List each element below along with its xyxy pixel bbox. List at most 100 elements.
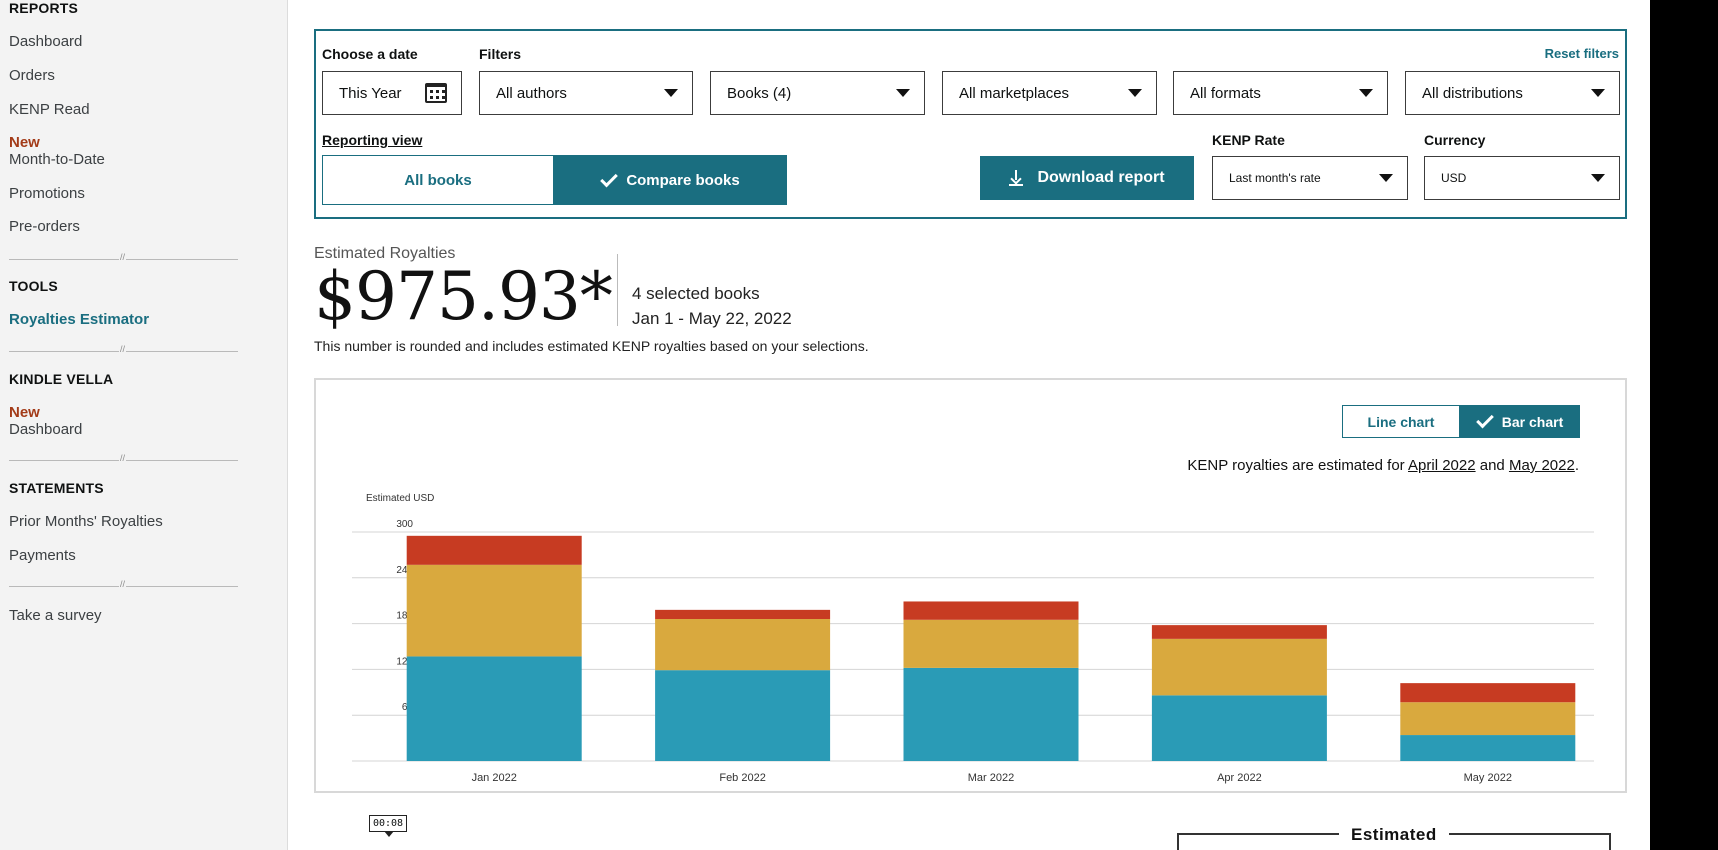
tools-heading: TOOLS: [9, 278, 58, 294]
x-tick-label: Apr 2022: [1217, 772, 1262, 784]
sidebar-item-kenp-read[interactable]: KENP Read: [9, 101, 90, 118]
bar-segment: [655, 619, 831, 671]
bar-segment: [655, 670, 831, 761]
chart-type-toggle: Line chart Bar chart: [1342, 405, 1580, 438]
x-tick-label: May 2022: [1464, 772, 1512, 784]
currency-dropdown[interactable]: USD: [1424, 156, 1620, 200]
caret-down-icon: [1591, 174, 1605, 182]
x-tick-label: Mar 2022: [968, 772, 1014, 784]
rounded-note: This number is rounded and includes esti…: [314, 338, 869, 354]
chart-panel: Estimated USD060120180240300Jan 2022Feb …: [314, 378, 1627, 793]
y-tick-label: 120: [396, 656, 413, 667]
statements-heading: STATEMENTS: [9, 480, 104, 496]
bar-segment: [1400, 683, 1576, 703]
all-books-label: All books: [404, 171, 472, 189]
currency-value: USD: [1441, 171, 1467, 185]
line-chart-label: Line chart: [1367, 413, 1435, 430]
bar-segment: [903, 667, 1079, 761]
sidebar-item-prior-months-royalties[interactable]: Prior Months' Royalties: [9, 513, 163, 530]
marketplaces-dropdown[interactable]: All marketplaces: [942, 71, 1157, 115]
sidebar-item-take-survey[interactable]: Take a survey: [9, 607, 102, 624]
kenp-rate-label: KENP Rate: [1212, 132, 1285, 148]
bar-segment: [1400, 702, 1576, 736]
new-badge: New: [9, 134, 40, 151]
download-label: Download report: [1037, 169, 1165, 186]
y-tick-label: 300: [396, 519, 413, 530]
calendar-icon: [425, 83, 447, 103]
books-dropdown[interactable]: Books (4): [710, 71, 925, 115]
sidebar-item-orders[interactable]: Orders: [9, 67, 55, 84]
line-chart-button[interactable]: Line chart: [1342, 405, 1460, 438]
sidebar-item-month-to-date[interactable]: Month-to-Date: [9, 151, 105, 168]
y-tick-label: 180: [396, 611, 413, 622]
bar-segment: [1151, 625, 1327, 639]
caret-down-icon: [664, 89, 678, 97]
formats-value: All formats: [1190, 84, 1261, 102]
estimated-royalties-label: Estimated Royalties: [314, 245, 456, 262]
check-icon: [600, 169, 619, 187]
sidebar-divider: //: [9, 252, 238, 262]
divider-glyph: //: [119, 344, 127, 354]
date-value: This Year: [339, 84, 402, 102]
download-report-button[interactable]: Download report: [980, 156, 1194, 200]
sidebar-divider: //: [9, 344, 238, 354]
compare-books-label: Compare books: [626, 171, 740, 189]
screen-edge-bar: [1650, 0, 1718, 850]
sidebar-item-promotions[interactable]: Promotions: [9, 185, 85, 202]
sidebar-divider: //: [9, 453, 238, 463]
vertical-divider: [617, 254, 618, 326]
distributions-dropdown[interactable]: All distributions: [1405, 71, 1620, 115]
reset-filters-link[interactable]: Reset filters: [1544, 46, 1619, 61]
bar-segment: [406, 656, 582, 761]
caret-down-icon: [1128, 89, 1142, 97]
new-badge: New: [9, 404, 40, 421]
april-2022-link[interactable]: April 2022: [1408, 457, 1476, 474]
marketplaces-value: All marketplaces: [959, 84, 1070, 102]
caret-down-icon: [896, 89, 910, 97]
authors-dropdown[interactable]: All authors: [479, 71, 693, 115]
kenp-note-suffix: .: [1574, 457, 1579, 474]
bar-chart: Estimated USD060120180240300Jan 2022Feb …: [352, 493, 1594, 784]
divider-glyph: //: [119, 252, 127, 262]
date-range: Jan 1 - May 22, 2022: [632, 309, 792, 328]
bar-segment: [903, 619, 1079, 668]
bar-segment: [406, 535, 582, 565]
kenp-note-prefix: KENP royalties are estimated for: [1187, 457, 1409, 474]
caret-down-icon: [1379, 174, 1393, 182]
download-icon: [1009, 170, 1024, 186]
caret-down-icon: [1591, 89, 1605, 97]
sidebar-divider: //: [9, 579, 238, 589]
date-picker[interactable]: This Year: [322, 71, 462, 115]
sidebar-item-dashboard[interactable]: Dashboard: [9, 33, 83, 50]
sidebar-item-pre-orders[interactable]: Pre-orders: [9, 218, 80, 235]
y-axis-label: Estimated USD: [366, 493, 434, 504]
estimated-box-title: Estimated: [1339, 825, 1449, 845]
caret-down-icon: [1359, 89, 1373, 97]
bar-segment: [1151, 638, 1327, 696]
bar-chart-label: Bar chart: [1501, 413, 1564, 430]
choose-date-label: Choose a date: [322, 46, 418, 62]
sidebar-item-vella-dashboard[interactable]: Dashboard: [9, 421, 83, 438]
x-tick-label: Feb 2022: [719, 772, 765, 784]
may-2022-link[interactable]: May 2022: [1508, 457, 1575, 474]
kindle-vella-heading: KINDLE VELLA: [9, 371, 114, 387]
compare-books-toggle[interactable]: Compare books: [554, 155, 787, 205]
currency-label: Currency: [1424, 132, 1486, 148]
estimated-royalties-amount: $975.93*: [314, 258, 613, 335]
kenp-rate-dropdown[interactable]: Last month's rate: [1212, 156, 1408, 200]
kenp-note-and: and: [1475, 457, 1509, 474]
x-tick-label: Jan 2022: [472, 772, 517, 784]
divider-glyph: //: [119, 579, 127, 589]
formats-dropdown[interactable]: All formats: [1173, 71, 1388, 115]
bar-segment: [655, 609, 831, 620]
distributions-value: All distributions: [1422, 84, 1523, 102]
filters-label: Filters: [479, 46, 522, 62]
sidebar-item-payments[interactable]: Payments: [9, 547, 76, 564]
bar-chart-button[interactable]: Bar chart: [1460, 405, 1580, 438]
all-books-toggle[interactable]: All books: [322, 155, 554, 205]
sidebar-item-royalties-estimator[interactable]: Royalties Estimator: [9, 311, 150, 328]
kenp-rate-value: Last month's rate: [1229, 171, 1321, 185]
authors-value: All authors: [496, 84, 567, 102]
filter-panel: Choose a date This Year Filters Reset fi…: [314, 29, 1627, 219]
divider-glyph: //: [119, 453, 127, 463]
